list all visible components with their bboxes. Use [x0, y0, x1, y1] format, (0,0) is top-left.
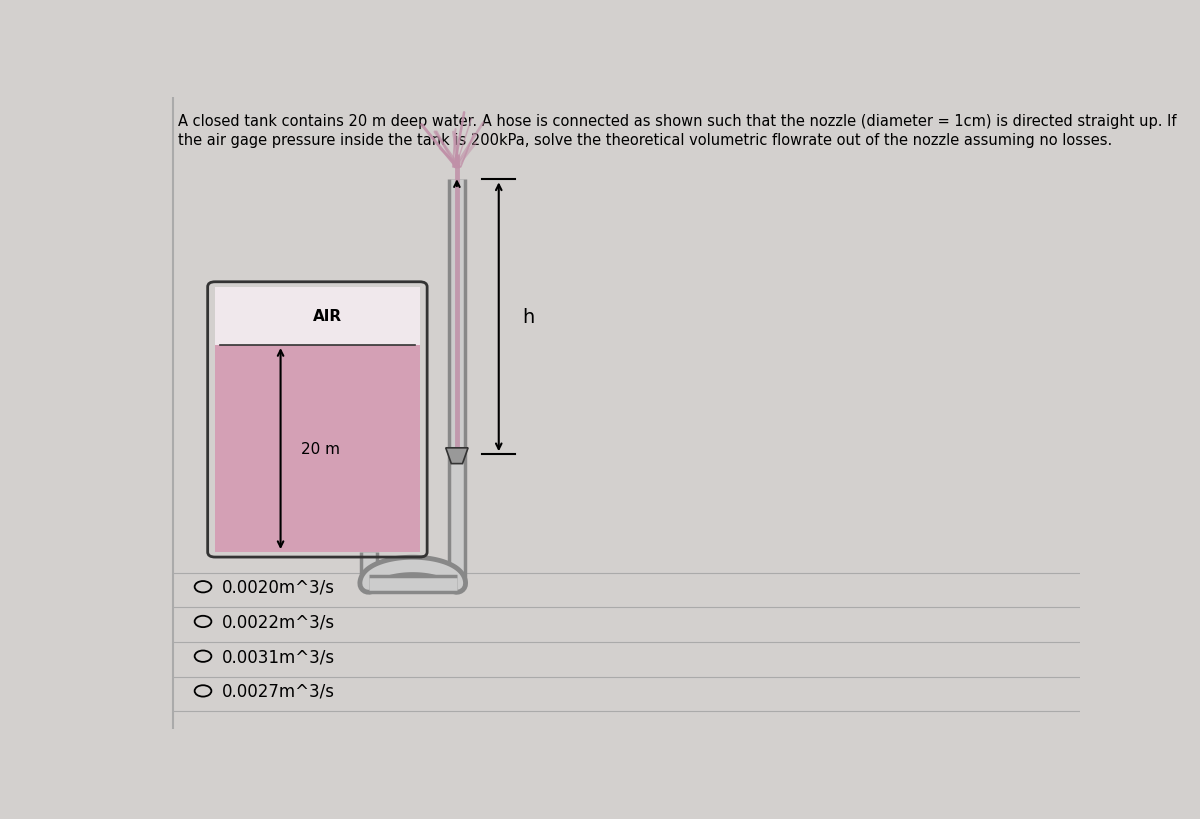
- Bar: [215, 287, 420, 346]
- Text: 0.0027m^3/s: 0.0027m^3/s: [222, 682, 335, 700]
- Polygon shape: [445, 448, 468, 464]
- Text: h: h: [522, 308, 534, 327]
- Text: 0.0031m^3/s: 0.0031m^3/s: [222, 647, 335, 665]
- Text: AIR: AIR: [313, 309, 342, 324]
- Text: 0.0022m^3/s: 0.0022m^3/s: [222, 613, 335, 631]
- Text: the air gage pressure inside the tank is 200kPa, solve the theoretical volumetri: the air gage pressure inside the tank is…: [178, 133, 1112, 148]
- Text: 0.0020m^3/s: 0.0020m^3/s: [222, 578, 335, 596]
- Text: A closed tank contains 20 m deep water. A hose is connected as shown such that t: A closed tank contains 20 m deep water. …: [178, 114, 1176, 129]
- Text: 20 m: 20 m: [301, 441, 340, 456]
- Bar: [215, 346, 420, 552]
